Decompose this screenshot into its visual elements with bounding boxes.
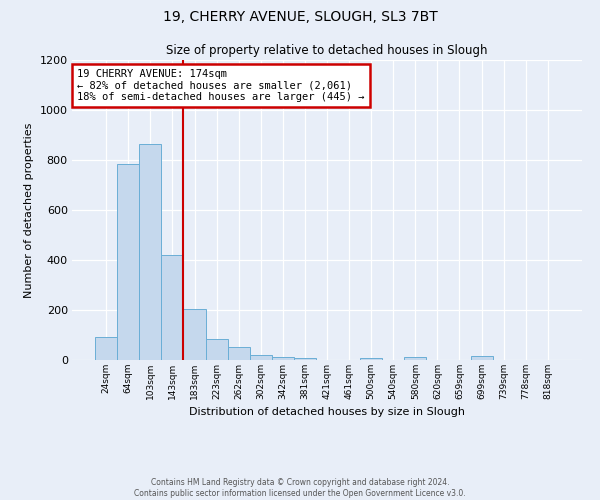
- Title: Size of property relative to detached houses in Slough: Size of property relative to detached ho…: [166, 44, 488, 58]
- Bar: [117, 164, 139, 360]
- Y-axis label: Number of detached properties: Number of detached properties: [24, 122, 34, 298]
- Bar: [139, 144, 161, 360]
- Bar: [360, 358, 382, 360]
- Text: Contains HM Land Registry data © Crown copyright and database right 2024.
Contai: Contains HM Land Registry data © Crown c…: [134, 478, 466, 498]
- Bar: [206, 339, 227, 360]
- Bar: [184, 309, 206, 360]
- Bar: [250, 355, 272, 360]
- Text: 19 CHERRY AVENUE: 174sqm
← 82% of detached houses are smaller (2,061)
18% of sem: 19 CHERRY AVENUE: 174sqm ← 82% of detach…: [77, 69, 365, 102]
- X-axis label: Distribution of detached houses by size in Slough: Distribution of detached houses by size …: [189, 408, 465, 418]
- Bar: [294, 358, 316, 360]
- Bar: [95, 337, 117, 360]
- Bar: [227, 347, 250, 360]
- Bar: [470, 356, 493, 360]
- Text: 19, CHERRY AVENUE, SLOUGH, SL3 7BT: 19, CHERRY AVENUE, SLOUGH, SL3 7BT: [163, 10, 437, 24]
- Bar: [404, 357, 427, 360]
- Bar: [272, 357, 294, 360]
- Bar: [161, 255, 184, 360]
